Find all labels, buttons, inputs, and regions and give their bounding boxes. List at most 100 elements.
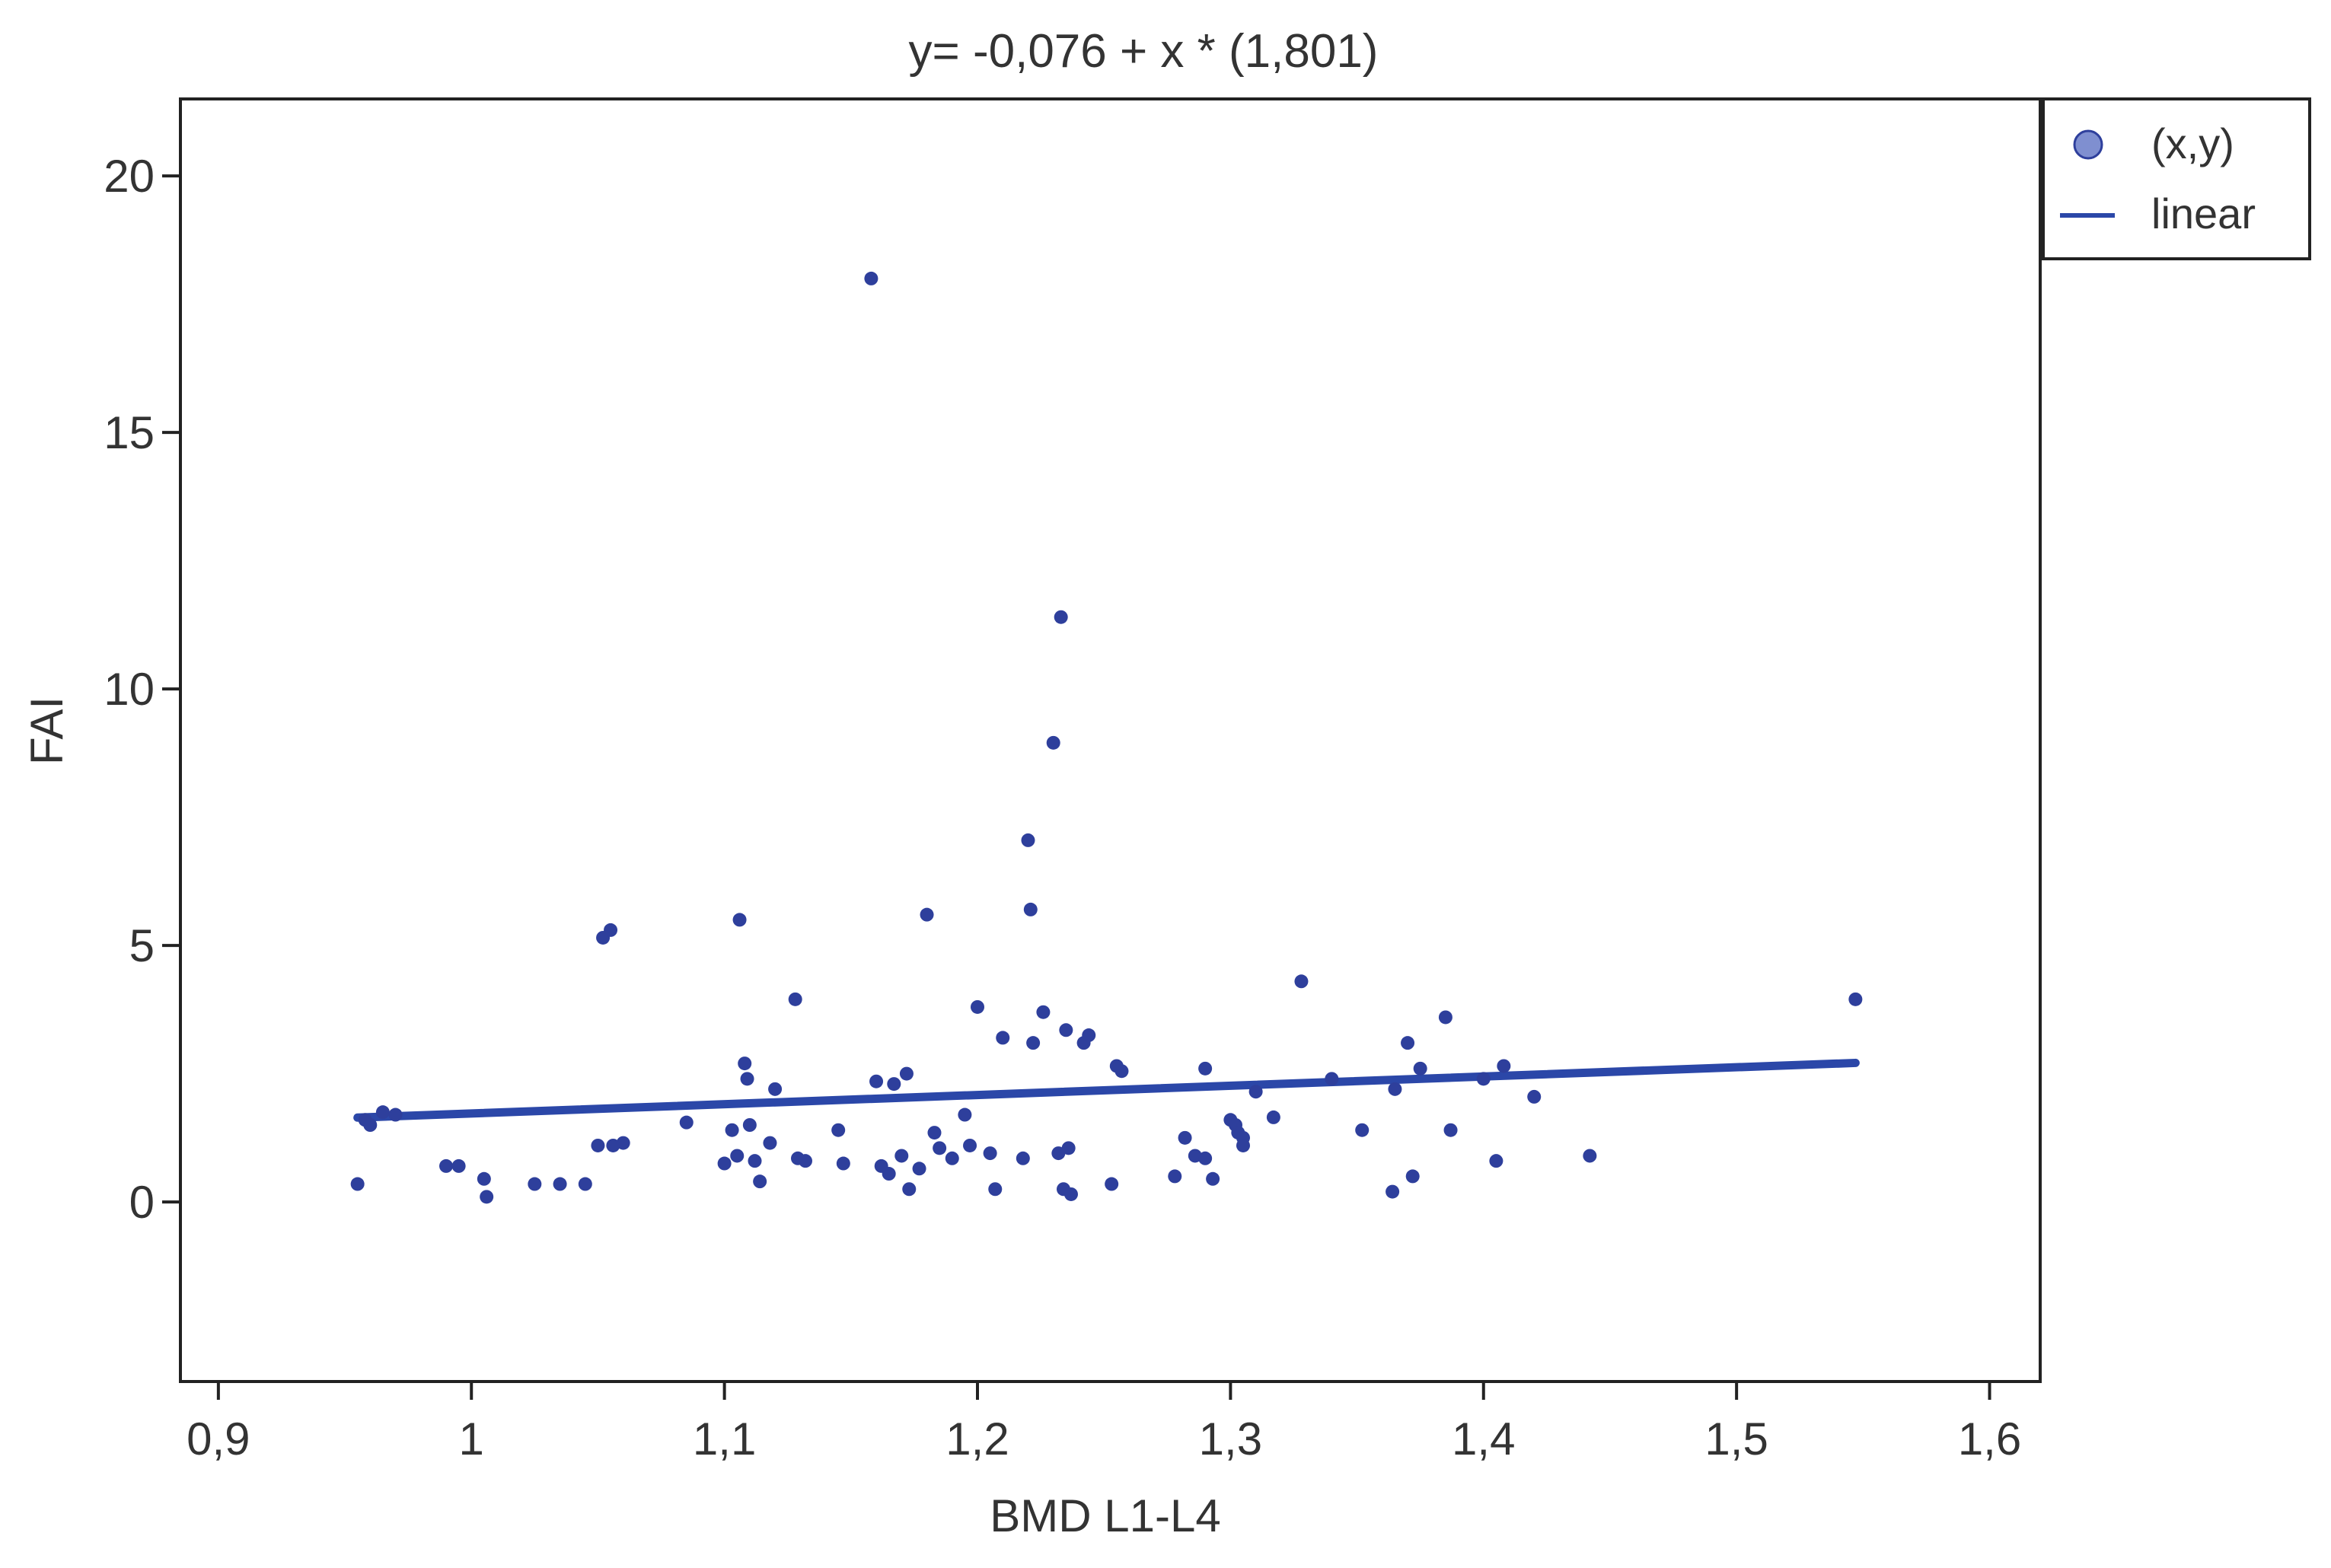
data-point bbox=[1476, 1072, 1491, 1086]
x-tick-label: 1,4 bbox=[1452, 1413, 1515, 1464]
data-point bbox=[798, 1154, 812, 1168]
data-point bbox=[375, 1105, 390, 1120]
data-point bbox=[679, 1115, 694, 1130]
data-point bbox=[350, 1177, 365, 1191]
data-point bbox=[988, 1182, 1003, 1197]
data-point bbox=[1401, 1036, 1415, 1050]
data-point bbox=[738, 1056, 752, 1071]
data-point bbox=[1489, 1154, 1504, 1168]
data-point bbox=[1527, 1089, 1542, 1104]
data-point bbox=[717, 1156, 732, 1171]
data-point bbox=[1355, 1123, 1370, 1137]
y-axis-title: FAI bbox=[21, 696, 72, 765]
data-point bbox=[1114, 1064, 1129, 1079]
data-point bbox=[1497, 1059, 1511, 1073]
data-point bbox=[1206, 1171, 1220, 1186]
data-point bbox=[958, 1107, 972, 1122]
data-point bbox=[1413, 1061, 1427, 1076]
legend-label-linear: linear bbox=[2151, 190, 2256, 237]
data-point bbox=[1198, 1151, 1213, 1165]
data-point bbox=[1583, 1149, 1597, 1163]
regression-line bbox=[353, 1058, 1860, 1122]
data-point bbox=[899, 1066, 914, 1081]
data-point bbox=[933, 1141, 947, 1155]
data-point bbox=[864, 271, 879, 285]
x-axis-ticks: 0,9 1 1,1 1,2 1,3 1,4 1,5 1,6 bbox=[187, 1382, 2021, 1464]
data-point bbox=[1021, 833, 1035, 847]
data-point bbox=[1046, 735, 1060, 750]
data-point bbox=[451, 1158, 466, 1173]
data-point bbox=[902, 1182, 917, 1197]
data-point bbox=[1294, 974, 1309, 989]
data-point bbox=[730, 1149, 745, 1163]
x-tick-label: 1,3 bbox=[1199, 1413, 1262, 1464]
data-point bbox=[528, 1177, 542, 1191]
data-point bbox=[740, 1072, 754, 1086]
data-point bbox=[887, 1077, 901, 1092]
data-point bbox=[912, 1162, 926, 1176]
x-tick-label: 1,6 bbox=[1958, 1413, 2021, 1464]
x-axis-title: BMD L1-L4 bbox=[990, 1490, 1220, 1541]
x-tick-label: 1,1 bbox=[693, 1413, 756, 1464]
data-point bbox=[1026, 1036, 1041, 1050]
data-point bbox=[1248, 1085, 1263, 1099]
data-point bbox=[604, 923, 618, 937]
data-point bbox=[1054, 610, 1068, 624]
data-point bbox=[1016, 1151, 1030, 1165]
data-point bbox=[591, 1138, 605, 1152]
data-point bbox=[1059, 1023, 1073, 1037]
data-point bbox=[388, 1107, 403, 1122]
data-point bbox=[748, 1154, 762, 1168]
legend: (x,y) linear bbox=[2042, 97, 2311, 260]
x-tick-label: 1,2 bbox=[945, 1413, 1009, 1464]
scatter-points-layer bbox=[350, 271, 1863, 1204]
data-point bbox=[1051, 1146, 1066, 1161]
data-point bbox=[1036, 1005, 1051, 1019]
data-point bbox=[894, 1149, 909, 1163]
data-point bbox=[1023, 902, 1038, 916]
data-point bbox=[553, 1177, 567, 1191]
y-tick-label: 5 bbox=[129, 920, 155, 971]
data-point bbox=[1266, 1110, 1280, 1124]
data-point bbox=[1105, 1177, 1119, 1191]
y-tick-label: 0 bbox=[129, 1177, 155, 1228]
data-point bbox=[763, 1136, 777, 1150]
data-point bbox=[1388, 1082, 1402, 1096]
data-point bbox=[768, 1082, 783, 1096]
data-point bbox=[732, 913, 747, 927]
data-point bbox=[742, 1118, 757, 1132]
data-point bbox=[1082, 1028, 1096, 1043]
data-point bbox=[1168, 1169, 1182, 1184]
data-point bbox=[439, 1158, 453, 1173]
data-point bbox=[788, 992, 802, 1006]
data-point bbox=[1236, 1138, 1250, 1152]
x-tick-label: 0,9 bbox=[187, 1413, 250, 1464]
data-point bbox=[1325, 1072, 1339, 1086]
chart-title: y= -0,076 + x * (1,801) bbox=[909, 25, 1379, 78]
data-point bbox=[1061, 1141, 1076, 1155]
data-point bbox=[971, 999, 984, 1014]
data-point bbox=[363, 1118, 378, 1132]
data-point bbox=[869, 1074, 884, 1088]
data-point bbox=[1178, 1130, 1192, 1145]
data-point bbox=[1386, 1184, 1400, 1199]
data-point bbox=[578, 1177, 592, 1191]
data-point bbox=[725, 1123, 739, 1137]
x-tick-label: 1,5 bbox=[1704, 1413, 1768, 1464]
y-tick-label: 20 bbox=[104, 151, 155, 202]
data-point bbox=[1848, 992, 1863, 1006]
data-point bbox=[753, 1174, 767, 1189]
y-axis-ticks: 0 5 10 15 20 bbox=[104, 151, 180, 1228]
data-point bbox=[1443, 1123, 1458, 1137]
data-point bbox=[477, 1171, 491, 1186]
data-point bbox=[1405, 1169, 1420, 1184]
data-point bbox=[920, 907, 934, 922]
data-point bbox=[945, 1151, 959, 1165]
data-point bbox=[963, 1138, 977, 1152]
data-point bbox=[1063, 1187, 1078, 1201]
legend-box bbox=[2042, 97, 2311, 260]
data-point bbox=[927, 1126, 942, 1140]
data-point bbox=[1438, 1010, 1452, 1025]
